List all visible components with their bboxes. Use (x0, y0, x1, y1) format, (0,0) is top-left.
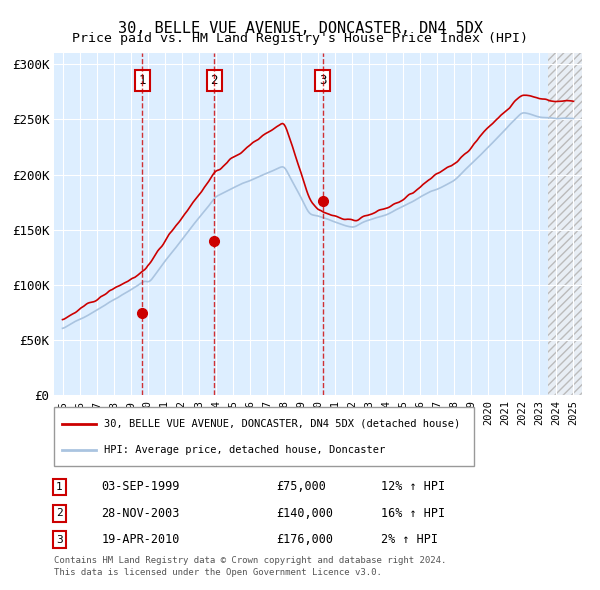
Text: 19-APR-2010: 19-APR-2010 (101, 533, 180, 546)
Text: 2% ↑ HPI: 2% ↑ HPI (382, 533, 439, 546)
Text: 30, BELLE VUE AVENUE, DONCASTER, DN4 5DX: 30, BELLE VUE AVENUE, DONCASTER, DN4 5DX (118, 21, 482, 35)
Text: 30, BELLE VUE AVENUE, DONCASTER, DN4 5DX (detached house): 30, BELLE VUE AVENUE, DONCASTER, DN4 5DX… (104, 419, 461, 428)
Text: 12% ↑ HPI: 12% ↑ HPI (382, 480, 445, 493)
Text: 3: 3 (56, 535, 62, 545)
Text: 03-SEP-1999: 03-SEP-1999 (101, 480, 180, 493)
Text: This data is licensed under the Open Government Licence v3.0.: This data is licensed under the Open Gov… (54, 568, 382, 577)
Text: Price paid vs. HM Land Registry's House Price Index (HPI): Price paid vs. HM Land Registry's House … (72, 32, 528, 45)
Text: £176,000: £176,000 (276, 533, 333, 546)
Text: 3: 3 (319, 74, 326, 87)
Text: 1: 1 (56, 482, 62, 492)
Text: £140,000: £140,000 (276, 507, 333, 520)
FancyBboxPatch shape (54, 407, 474, 466)
Text: HPI: Average price, detached house, Doncaster: HPI: Average price, detached house, Donc… (104, 445, 386, 454)
Text: 1: 1 (139, 74, 146, 87)
Text: Contains HM Land Registry data © Crown copyright and database right 2024.: Contains HM Land Registry data © Crown c… (54, 556, 446, 565)
Text: 2: 2 (56, 509, 62, 518)
Text: 28-NOV-2003: 28-NOV-2003 (101, 507, 180, 520)
Text: 2: 2 (211, 74, 218, 87)
Text: £75,000: £75,000 (276, 480, 326, 493)
Text: 16% ↑ HPI: 16% ↑ HPI (382, 507, 445, 520)
Bar (548, 53, 582, 395)
